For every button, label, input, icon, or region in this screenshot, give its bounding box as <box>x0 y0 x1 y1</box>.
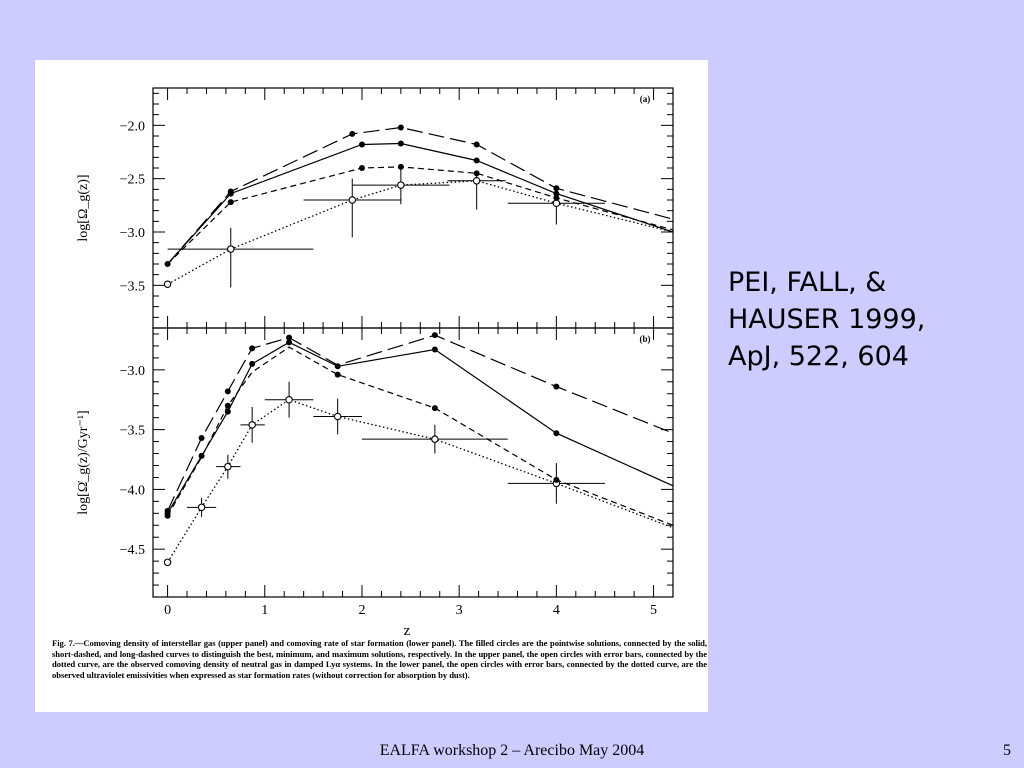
y-tick-label: −4.0 <box>120 483 145 498</box>
filled-data-point <box>431 332 438 339</box>
figure-image: −3.5 −3.0 −2.5 −2.0 (a) log[Ω_g(z)] −4.5 −4.0 −3… <box>35 60 708 712</box>
y-tick-label: −3.0 <box>120 226 145 241</box>
filled-data-point <box>431 405 438 412</box>
filled-data-point <box>358 141 365 148</box>
filled-data-point <box>553 430 560 437</box>
open-data-point <box>248 421 256 429</box>
x-tick-label: 4 <box>553 603 560 618</box>
footer-label: EALFA workshop 2 – Arecibo May 2004 <box>379 742 645 759</box>
x-tick-label: 2 <box>358 603 365 618</box>
page-number: 5 <box>1003 742 1011 759</box>
open-data-point <box>227 245 235 253</box>
filled-data-point <box>249 345 256 352</box>
filled-data-point <box>227 188 234 195</box>
panel-label: (a) <box>640 94 651 104</box>
filled-data-point <box>553 194 560 201</box>
open-data-point <box>285 395 293 404</box>
filled-data-point <box>553 185 560 192</box>
filled-data-point <box>397 124 404 131</box>
open-data-point <box>397 181 405 189</box>
open-data-point <box>163 558 172 567</box>
citation-text: PEI, FALL, & HAUSER 1999, ApJ, 522, 604 <box>728 264 1008 375</box>
x-tick-label: 3 <box>456 603 463 618</box>
series-line-dotted <box>167 180 673 285</box>
filled-data-point <box>164 261 171 267</box>
plot-frame <box>152 327 674 598</box>
open-data-point <box>333 412 342 421</box>
filled-data-point <box>431 346 438 353</box>
filled-data-point <box>397 140 404 147</box>
series-line-short-dashed <box>167 346 673 526</box>
x-tick-label: 5 <box>650 603 657 618</box>
filled-data-point <box>286 334 293 341</box>
filled-data-point <box>553 383 560 390</box>
filled-data-point <box>198 452 205 459</box>
y-axis-label: log[Ω_g(z)] <box>76 174 91 241</box>
slide-footer: EALFA workshop 2 – Arecibo May 2004 5 <box>0 740 1024 764</box>
open-data-point <box>348 196 357 204</box>
filled-data-point <box>249 360 256 367</box>
x-tick-label: 0 <box>164 603 171 618</box>
y-tick-label: −2.5 <box>120 173 145 188</box>
filled-data-point <box>473 141 480 148</box>
series-line-long-dashed <box>167 334 673 512</box>
open-data-point <box>552 199 561 207</box>
y-axis-label: log[Ω̇_g(z)/Gyr⁻¹] <box>76 410 91 514</box>
panel-label: (b) <box>640 334 651 344</box>
open-data-point <box>472 177 481 185</box>
filled-data-point <box>224 402 231 409</box>
filled-data-point <box>473 170 480 177</box>
filled-data-point <box>358 165 365 171</box>
filled-data-point <box>227 199 234 206</box>
series-line-dotted <box>167 398 673 563</box>
filled-data-point <box>553 190 560 197</box>
open-data-point <box>224 462 232 471</box>
citation-line: ApJ, 522, 604 <box>728 341 909 372</box>
filled-data-point <box>286 339 293 346</box>
series-line-solid <box>167 142 673 265</box>
series-line-solid <box>167 341 673 514</box>
chart-svg: −3.5 −3.0 −2.5 −2.0 (a) log[Ω_g(z)] −4.5 −4.0 −3… <box>76 87 674 635</box>
filled-data-point <box>473 157 480 164</box>
y-tick-label: −3.5 <box>120 279 145 294</box>
filled-data-point <box>164 512 171 519</box>
y-tick-label: −3.0 <box>120 364 145 379</box>
x-tick-label: 1 <box>261 603 268 618</box>
figure-caption: Fig. 7.—Comoving density of interstellar… <box>52 638 707 680</box>
y-tick-label: −3.5 <box>120 424 145 439</box>
open-data-point <box>163 280 172 289</box>
open-data-point <box>431 435 439 443</box>
filled-data-point <box>334 363 341 370</box>
citation-line: PEI, FALL, & <box>728 267 887 298</box>
filled-data-point <box>553 476 560 483</box>
filled-data-point <box>164 507 171 514</box>
y-tick-label: −2.0 <box>120 119 145 134</box>
x-axis-label: z <box>404 623 411 635</box>
filled-data-point <box>349 130 356 137</box>
open-data-point <box>197 503 206 512</box>
filled-data-point <box>198 434 205 441</box>
filled-data-point <box>224 388 231 395</box>
filled-data-point <box>224 408 231 415</box>
y-tick-label: −4.5 <box>120 543 145 558</box>
filled-data-point <box>334 371 341 378</box>
citation-line: HAUSER 1999, <box>728 304 926 335</box>
filled-data-point <box>397 163 404 170</box>
